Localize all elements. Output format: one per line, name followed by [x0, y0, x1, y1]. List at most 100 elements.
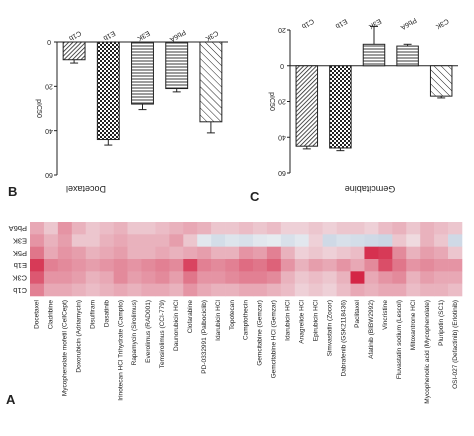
- heatmap-column-label: Epirubicin HCl: [312, 299, 319, 341]
- heatmap-cell: [71, 283, 87, 297]
- heatmap-cell: [336, 271, 351, 284]
- heatmap-column-label: Temsirolimus (CCI-779): [159, 300, 166, 368]
- heatmap-cell: [57, 271, 73, 284]
- heatmap-cell: [280, 246, 296, 260]
- heatmap-cell: [57, 222, 73, 235]
- drug-response-heatmap: Pb6A E3K P5K E1b C3K C1b Docetaxel Cladribine My…: [9, 222, 463, 404]
- heatmap-cell: [364, 283, 379, 297]
- heatmap-cell: [378, 259, 393, 272]
- heatmap-column-label: Idarubicin HCl: [215, 299, 222, 340]
- heatmap-cell: [169, 234, 184, 247]
- heatmap-column-label: Daunorubicin HCl: [173, 299, 180, 350]
- heatmap-cell: [225, 222, 240, 235]
- heatmap-cell: [406, 271, 421, 284]
- heatmap-cell: [169, 283, 184, 297]
- heatmap-column-label: Mitoxantrone HCl: [410, 299, 417, 350]
- heatmap-cell: [99, 271, 114, 284]
- y-tick-label: 60: [278, 169, 286, 176]
- heatmap-cell: [183, 283, 198, 297]
- bar-Pb6A: [165, 41, 189, 90]
- heatmap-column-label: Irinotecan HCl Trihydrate (Campto): [117, 300, 124, 401]
- heatmap-column-label: PD-0332991 (Palbociclib): [201, 300, 208, 374]
- heatmap-cell: [127, 283, 142, 297]
- heatmap-cell: [294, 271, 310, 284]
- y-tick-label: 0: [280, 62, 284, 69]
- heatmap-column-label: Pluripotin (SC1): [438, 300, 445, 346]
- heatmap-cell: [434, 234, 449, 247]
- heatmap-column-label: Camptothecin: [243, 300, 250, 340]
- heatmap-cell: [322, 234, 337, 247]
- heatmap-cell: [294, 246, 310, 260]
- heatmap-cell: [448, 259, 463, 272]
- heatmap-column-label: Afatinib (BIBW2992): [368, 300, 375, 359]
- panel-b-letter: B: [8, 184, 17, 199]
- heatmap-cell: [294, 222, 310, 235]
- heatmap-cell: [155, 222, 170, 235]
- heatmap-cell: [239, 246, 254, 260]
- heatmap-cell: [392, 222, 407, 235]
- heatmap-cell: [322, 271, 337, 284]
- bar-C3K: [199, 41, 223, 123]
- heatmap-cell: [43, 222, 59, 235]
- heatmap-cell: [252, 234, 268, 247]
- heatmap-cell: [99, 246, 114, 260]
- docetaxel-bar-chart: 0 20 40 60 pIC50 C1b E1b E3K Pb6A C3K: [35, 28, 228, 178]
- heatmap-row-label: E1b: [14, 261, 27, 270]
- heatmap-cell: [434, 222, 449, 235]
- heatmap-cell: [364, 259, 379, 272]
- heatmap-cell: [85, 259, 100, 272]
- bar-C3K: [429, 65, 453, 97]
- heatmap-cell: [30, 234, 45, 247]
- heatmap-cell: [266, 271, 282, 284]
- heatmap-cell: [420, 283, 435, 297]
- heatmap-column-label: Idarubicin HCl: [285, 299, 292, 340]
- heatmap-cell: [434, 246, 449, 260]
- heatmap-cell: [308, 234, 323, 247]
- heatmap-cell: [141, 234, 156, 247]
- heatmap-cell: [197, 222, 212, 235]
- heatmap-cell: [322, 222, 337, 235]
- heatmap-cell: [113, 283, 128, 297]
- heatmap-cell: [239, 283, 254, 297]
- heatmap-cell: [392, 283, 407, 297]
- heatmap-cell: [448, 283, 463, 297]
- heatmap-cell: [71, 259, 87, 272]
- heatmap-column-label: Gemcitabine (Gemzar): [257, 300, 264, 366]
- heatmap-cell: [350, 283, 365, 297]
- bar-C1b: [295, 65, 319, 147]
- heatmap-cell: [225, 283, 240, 297]
- heatmap-column-label: Paclitaxel: [354, 299, 361, 327]
- heatmap-cell: [225, 246, 240, 260]
- heatmap-cell: [225, 234, 240, 247]
- heatmap-cell: [141, 222, 156, 235]
- heatmap-cell: [378, 283, 393, 297]
- heatmap-cell: [183, 222, 198, 235]
- heatmap-cell: [57, 246, 73, 260]
- heatmap-cell: [211, 222, 226, 235]
- heatmap-cell: [239, 271, 254, 284]
- heatmap-cell: [155, 234, 170, 247]
- heatmap-cell: [364, 271, 379, 284]
- heatmap-cell: [420, 271, 435, 284]
- heatmap-cell: [71, 246, 87, 260]
- heatmap-row-label: Pb6A: [9, 224, 27, 233]
- heatmap-cell: [197, 246, 212, 260]
- heatmap-cell: [364, 222, 379, 235]
- heatmap-cell: [43, 259, 59, 272]
- heatmap-column-label: OSI-027 (Defactinib) (Erlotinib): [452, 300, 459, 389]
- heatmap-cell: [183, 259, 198, 272]
- heatmap-column-label: Topotecan: [229, 300, 236, 330]
- heatmap-cell: [252, 259, 268, 272]
- heatmap-cell: [378, 271, 393, 284]
- bar-Pb6A: [396, 45, 419, 67]
- heatmap-cell: [280, 234, 296, 247]
- heatmap-cell: [308, 222, 323, 235]
- heatmap-cell: [308, 246, 323, 260]
- heatmap-cell: [392, 246, 407, 260]
- heatmap-cell: [364, 234, 379, 247]
- heatmap-cell: [350, 234, 365, 247]
- heatmap-cell: [85, 246, 100, 260]
- heatmap-cell: [155, 246, 170, 260]
- heatmap-cell: [57, 234, 73, 247]
- heatmap-cell: [280, 259, 296, 272]
